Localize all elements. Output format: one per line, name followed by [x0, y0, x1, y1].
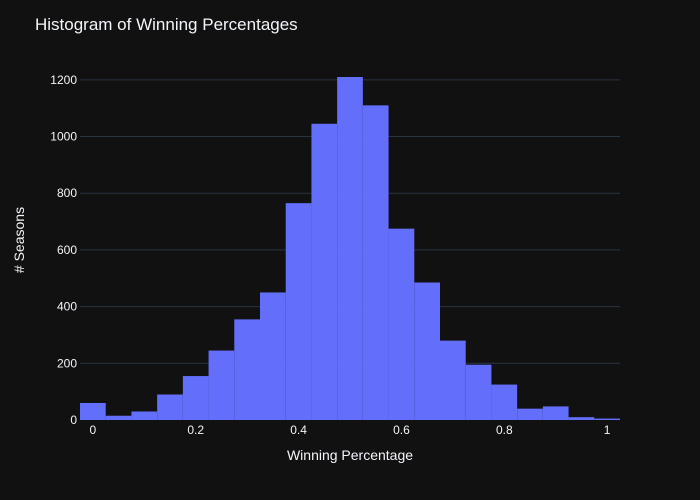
histogram-bar	[362, 105, 389, 420]
histogram-bar	[414, 282, 440, 420]
x-tick-label: 0.6	[393, 423, 410, 437]
x-tick-label: 0.8	[496, 423, 513, 437]
x-tick-label: 0	[90, 423, 97, 437]
histogram-bar	[440, 340, 466, 420]
histogram-bar	[182, 376, 209, 420]
chart-title: Histogram of Winning Percentages	[35, 15, 298, 34]
x-tick-label: 0.2	[187, 423, 204, 437]
histogram-bar	[234, 319, 260, 420]
histogram-bar	[311, 123, 338, 420]
histogram-bar	[260, 292, 286, 420]
y-tick-label: 0	[70, 413, 77, 427]
y-axis-ticks: 0 200 400 600 800 1000 1200	[50, 73, 77, 427]
bars	[80, 77, 620, 420]
histogram-bar	[594, 418, 620, 420]
histogram-bar	[285, 203, 312, 420]
y-tick-label: 400	[57, 300, 77, 314]
x-axis-ticks: 0 0.2 0.4 0.6 0.8 1	[90, 423, 611, 437]
histogram-bar	[131, 411, 158, 420]
histogram-bar	[491, 384, 518, 420]
histogram-bar	[568, 417, 595, 420]
y-tick-label: 1200	[50, 73, 77, 87]
x-tick-label: 0.4	[290, 423, 307, 437]
x-tick-label: 1	[604, 423, 611, 437]
histogram-bar	[337, 77, 363, 420]
y-tick-label: 200	[57, 356, 77, 370]
histogram-bar	[80, 402, 106, 420]
histogram-bar	[105, 415, 132, 420]
histogram-bar	[208, 350, 235, 420]
x-axis-title: Winning Percentage	[287, 447, 413, 463]
histogram-bar	[157, 394, 183, 420]
histogram-bar	[465, 364, 492, 420]
y-tick-label: 1000	[50, 130, 77, 144]
histogram-bar	[388, 228, 415, 420]
y-axis-title: # Seasons	[11, 207, 27, 273]
y-tick-label: 800	[57, 186, 77, 200]
y-tick-label: 600	[57, 243, 77, 257]
histogram-bar	[542, 406, 569, 420]
histogram-bar	[517, 408, 543, 420]
